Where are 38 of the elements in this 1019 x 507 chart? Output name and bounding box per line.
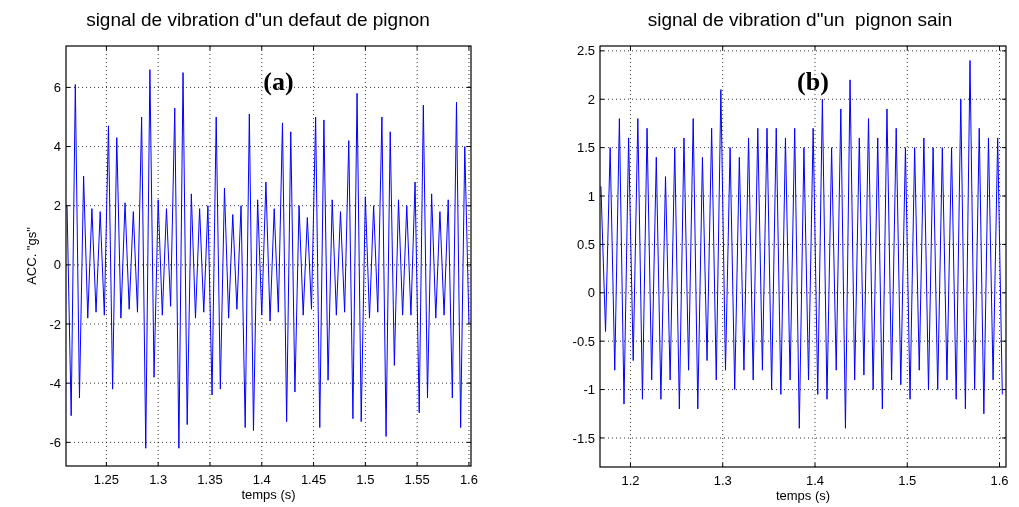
annotation: (a) [263, 67, 294, 96]
annotation: (b) [797, 67, 829, 96]
x-tick-label: 1.5 [898, 473, 917, 488]
y-tick-label: 1.5 [576, 140, 595, 156]
y-tick-label: 2 [587, 91, 595, 107]
x-tick-label: 1.55 [404, 472, 430, 487]
y-tick-label: -6 [49, 434, 61, 450]
chart-title: signal de vibration d"un defaut de pignon [86, 9, 430, 30]
x-tick-label: 1.2 [621, 473, 640, 488]
x-tick-label: 1.4 [252, 472, 271, 487]
x-tick-label: 1.25 [93, 472, 120, 487]
y-tick-label: -1.5 [572, 430, 595, 446]
y-tick-label: 0 [587, 285, 595, 301]
y-tick-label: 2 [53, 198, 61, 214]
x-tick-label: 1.6 [990, 473, 1009, 488]
line-series [600, 60, 1003, 429]
y-tick-label: 2.5 [576, 43, 595, 59]
x-tick-label: 1.6 [459, 472, 478, 487]
x-tick-label: 1.3 [713, 473, 732, 488]
x-tick-label: 1.3 [149, 472, 168, 487]
line-series [66, 69, 470, 449]
y-tick-label: 6 [53, 79, 61, 95]
y-tick-label: -2 [49, 316, 61, 332]
y-tick-label: 4 [53, 139, 61, 155]
x-tick-label: 1.4 [805, 473, 825, 488]
x-axis-title: temps (s) [775, 488, 831, 503]
x-tick-label: 1.45 [300, 472, 327, 487]
y-tick-label: 0.5 [576, 236, 595, 252]
x-tick-label: 1.5 [356, 472, 375, 487]
y-tick-label: -0.5 [572, 333, 595, 349]
y-tick-label: 0 [53, 257, 61, 273]
x-axis-title: temps (s) [241, 487, 296, 502]
y-tick-label: 1 [587, 188, 595, 204]
y-axis-title: ACC. "gs" [24, 226, 39, 285]
chart-title: signal de vibration d"un pignon sain [647, 9, 953, 30]
y-tick-label: -4 [49, 375, 61, 391]
y-tick-label: -1 [583, 382, 595, 398]
x-tick-label: 1.35 [197, 472, 223, 487]
